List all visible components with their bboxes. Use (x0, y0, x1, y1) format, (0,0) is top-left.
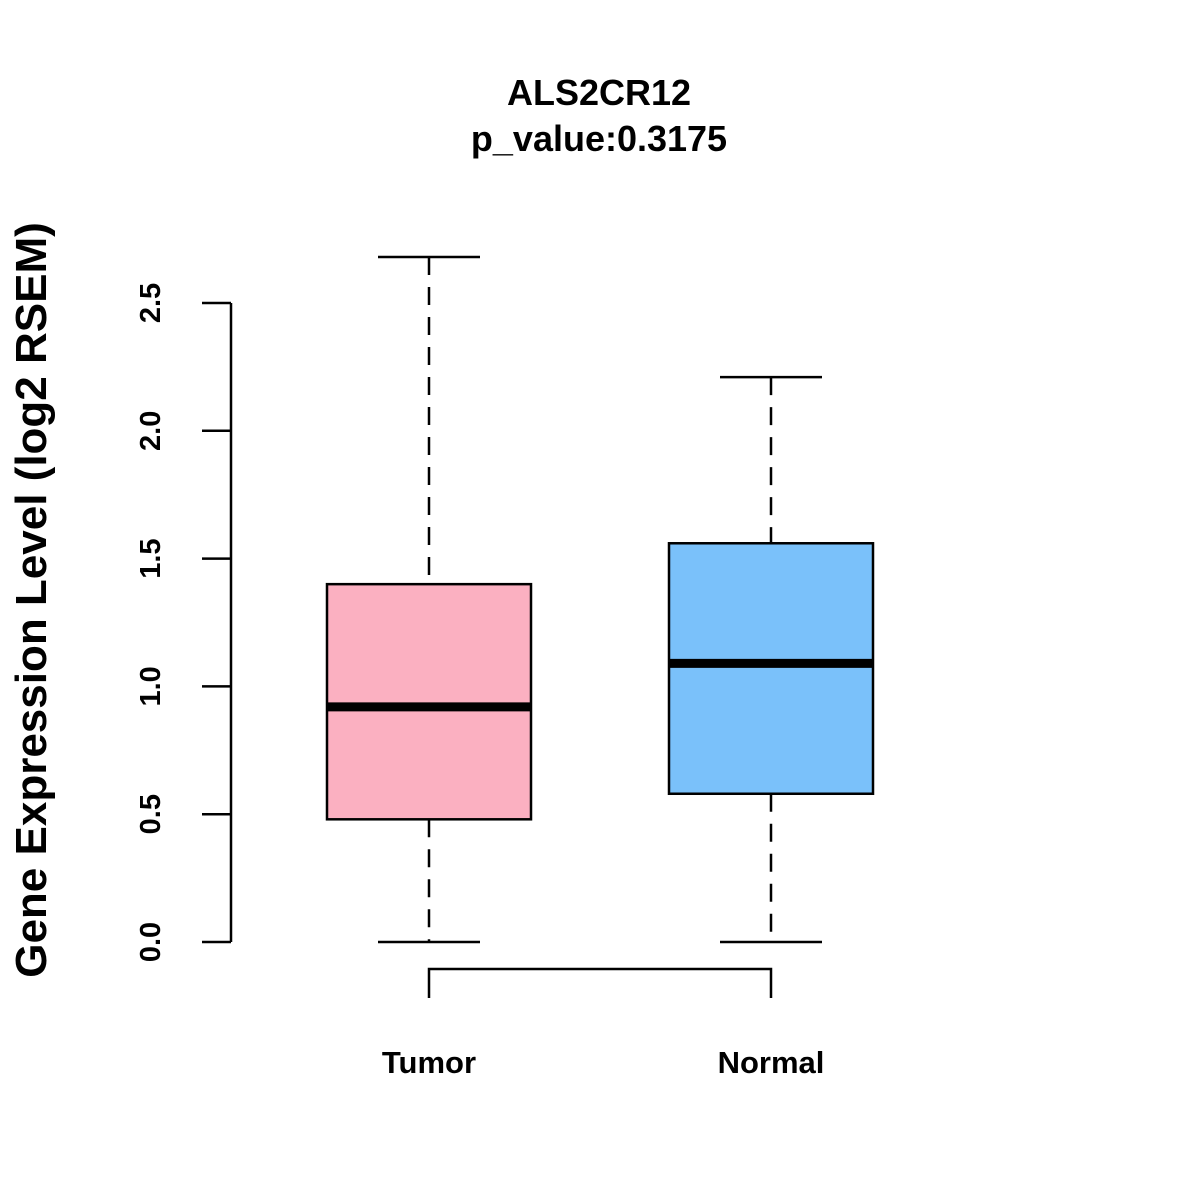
y-tick-label: 0.0 (135, 922, 167, 962)
y-tick-label: 0.5 (135, 794, 167, 834)
box-group (325, 255, 875, 944)
comparison-bracket (427, 967, 773, 998)
y-axis: 0.0 0.5 1.0 1.5 2.0 2.5 (135, 283, 233, 962)
iqr-box (325, 582, 533, 821)
chart-title: ALS2CR12 (507, 72, 691, 113)
box-tumor (325, 255, 533, 944)
y-tick-label: 1.0 (135, 666, 167, 706)
iqr-box (667, 542, 875, 796)
y-tick-label: 2.5 (135, 283, 167, 323)
y-tick-label: 1.5 (135, 538, 167, 578)
x-label-tumor: Tumor (382, 1045, 476, 1080)
x-label-normal: Normal (718, 1045, 825, 1080)
x-axis-labels: Tumor Normal (382, 1045, 824, 1080)
bracket-line (427, 967, 773, 998)
chart-subtitle: p_value:0.3175 (471, 118, 727, 159)
y-tick-label: 2.0 (135, 411, 167, 451)
box-normal (667, 375, 875, 944)
y-axis-label: Gene Expression Level (log2 RSEM) (7, 222, 56, 978)
